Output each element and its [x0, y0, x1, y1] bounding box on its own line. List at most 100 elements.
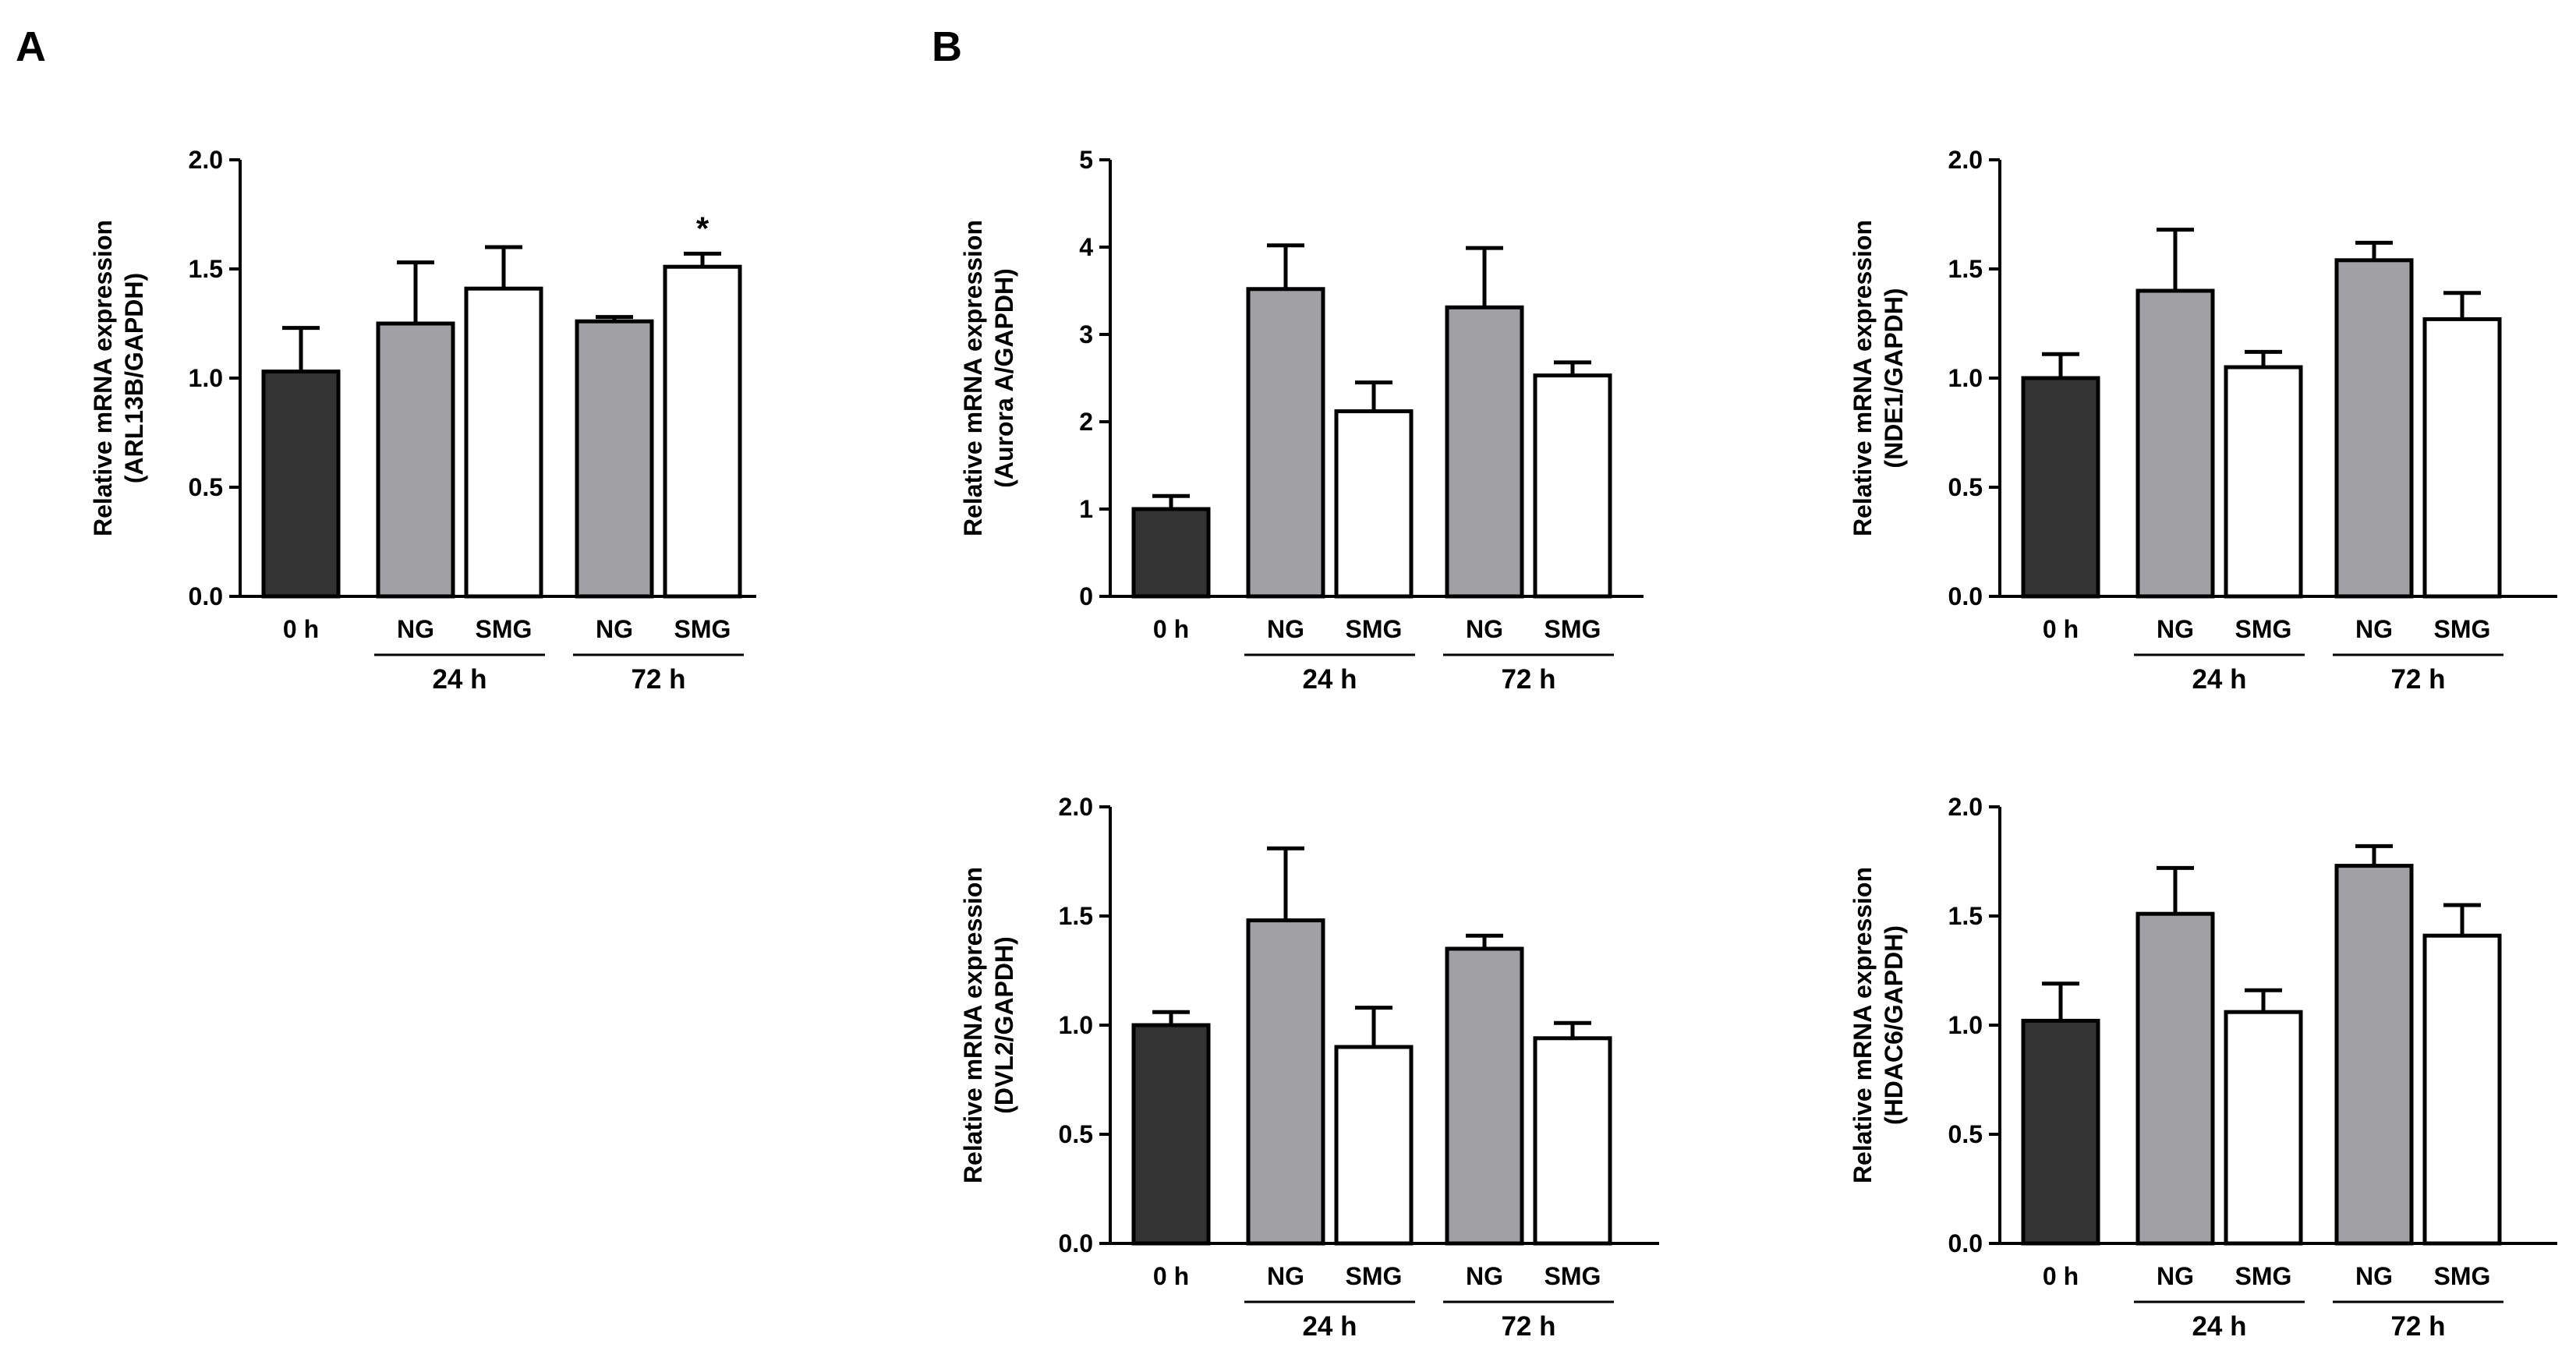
- x-category-label: SMG: [1346, 1262, 1403, 1290]
- bar-2: [1246, 918, 1325, 1246]
- y-tick-label: 2.0: [1948, 793, 1983, 821]
- panel-label-b: B: [932, 23, 962, 70]
- bar-2: [1246, 287, 1325, 599]
- chart-1: 0.0 0.5 1.0 1.5 2.0 Relative mRNA expression(…: [89, 146, 756, 695]
- bar-5: [1533, 1036, 1612, 1246]
- y-tick-label: 0.0: [1948, 1229, 1983, 1257]
- bar-3: [1334, 1045, 1414, 1246]
- y-axis-label-line-2: (HDAC6/GAPDH): [1880, 925, 1908, 1125]
- bar-5: [2422, 933, 2502, 1246]
- y-tick-label: 0.0: [1059, 1229, 1093, 1257]
- y-tick-label: 1.0: [189, 364, 223, 392]
- y-tick-label: 2.0: [1059, 793, 1093, 821]
- x-category-label: 0 h: [1153, 1262, 1189, 1290]
- group-label: 72 h: [1501, 664, 1555, 695]
- y-tick-label: 3: [1079, 320, 1093, 348]
- x-category-label: NG: [1267, 615, 1304, 643]
- y-tick-label: 0.5: [1948, 1120, 1983, 1148]
- group-label: 72 h: [2390, 664, 2445, 695]
- y-tick-label: 1.0: [1948, 364, 1983, 392]
- y-tick-label: 0.5: [1059, 1120, 1093, 1148]
- x-category-label: SMG: [2235, 615, 2292, 643]
- bar-1: [2021, 376, 2100, 599]
- bar-4: [2334, 864, 2414, 1246]
- x-category-label: NG: [2355, 1262, 2393, 1290]
- bar-3: [2224, 365, 2303, 599]
- x-category-label: SMG: [1346, 615, 1403, 643]
- y-tick-label: 4: [1079, 233, 1093, 261]
- x-category-label: SMG: [1545, 615, 1601, 643]
- x-category-label: 0 h: [283, 615, 319, 643]
- x-category-label: SMG: [2434, 1262, 2491, 1290]
- x-category-label: NG: [1466, 1262, 1503, 1290]
- y-axis-label-line-1: Relative mRNA expression: [959, 220, 987, 536]
- y-tick-label: 1.5: [1059, 902, 1093, 930]
- y-axis-label-line-1: Relative mRNA expression: [959, 867, 987, 1183]
- y-tick-label: 2.0: [1948, 146, 1983, 174]
- bar-3: [1334, 409, 1414, 599]
- x-category-label: SMG: [2235, 1262, 2292, 1290]
- y-tick-label: 5: [1079, 146, 1093, 174]
- y-axis-label-line-1: Relative mRNA expression: [89, 220, 117, 536]
- y-axis-label-line-2: (Aurora A/GAPDH): [990, 268, 1018, 487]
- x-category-label: NG: [2157, 1262, 2194, 1290]
- x-category-label: SMG: [476, 615, 533, 643]
- y-tick-label: 2.0: [189, 146, 223, 174]
- x-category-label: 0 h: [2043, 615, 2079, 643]
- y-tick-label: 1: [1079, 495, 1093, 523]
- y-tick-label: 1.5: [1948, 255, 1983, 283]
- group-label: 24 h: [1302, 1311, 1357, 1342]
- bar-4: [2334, 258, 2414, 599]
- bar-2: [2135, 288, 2215, 599]
- bar-5: [1533, 373, 1612, 599]
- y-axis-label-line-2: (ARL13B/GAPDH): [120, 273, 148, 483]
- y-tick-label: 1.0: [1059, 1011, 1093, 1039]
- x-category-label: SMG: [1545, 1262, 1601, 1290]
- y-tick-label: 1.0: [1948, 1011, 1983, 1039]
- x-category-label: NG: [397, 615, 434, 643]
- x-category-label: SMG: [674, 615, 731, 643]
- panel-label-a: A: [16, 23, 46, 70]
- bar-2: [2135, 911, 2215, 1246]
- chart-3: 0.0 0.5 1.0 1.5 2.0 Relative mRNA expression(…: [1849, 146, 2557, 695]
- bar-4: [1445, 305, 1524, 599]
- chart-5: 0.0 0.5 1.0 1.5 2.0 Relative mRNA expression(…: [1849, 793, 2557, 1342]
- x-category-label: NG: [2157, 615, 2194, 643]
- chart-2: 0 1 2 3 4 5 Relative mRNA expression (Aurora A/…: [959, 146, 1644, 695]
- x-category-label: NG: [1466, 615, 1503, 643]
- bar-4: [1445, 946, 1524, 1246]
- y-tick-label: 0.0: [1948, 582, 1983, 610]
- x-category-label: NG: [596, 615, 633, 643]
- group-label: 24 h: [432, 664, 487, 695]
- bar-1: [2021, 1018, 2100, 1246]
- bar-5: [663, 264, 742, 599]
- y-axis-label-line-1: Relative mRNA expression: [1849, 867, 1877, 1183]
- bar-3: [2224, 1010, 2303, 1246]
- group-label: 72 h: [2390, 1311, 2445, 1342]
- group-label: 24 h: [2192, 664, 2246, 695]
- group-label: 24 h: [2192, 1311, 2246, 1342]
- y-tick-label: 2: [1079, 408, 1093, 436]
- bar-1: [1131, 507, 1211, 599]
- x-category-label: SMG: [2434, 615, 2491, 643]
- x-category-label: 0 h: [2043, 1262, 2079, 1290]
- significance-marker: *: [696, 210, 709, 246]
- group-label: 24 h: [1302, 664, 1357, 695]
- y-tick-label: 0.5: [1948, 473, 1983, 501]
- x-category-label: 0 h: [1153, 615, 1189, 643]
- bar-3: [464, 286, 543, 599]
- bar-4: [575, 319, 654, 599]
- group-label: 72 h: [631, 664, 685, 695]
- y-axis-label-line-2: (NDE1/GAPDH): [1880, 288, 1908, 468]
- y-tick-label: 0.5: [189, 473, 223, 501]
- y-axis-label-line-1: Relative mRNA expression: [1849, 220, 1877, 536]
- y-tick-label: 1.5: [189, 255, 223, 283]
- bar-5: [2422, 317, 2502, 599]
- y-tick-label: 1.5: [1948, 902, 1983, 930]
- x-category-label: NG: [1267, 1262, 1304, 1290]
- y-tick-label: 0: [1079, 582, 1093, 610]
- bar-2: [376, 321, 455, 599]
- group-label: 72 h: [1501, 1311, 1555, 1342]
